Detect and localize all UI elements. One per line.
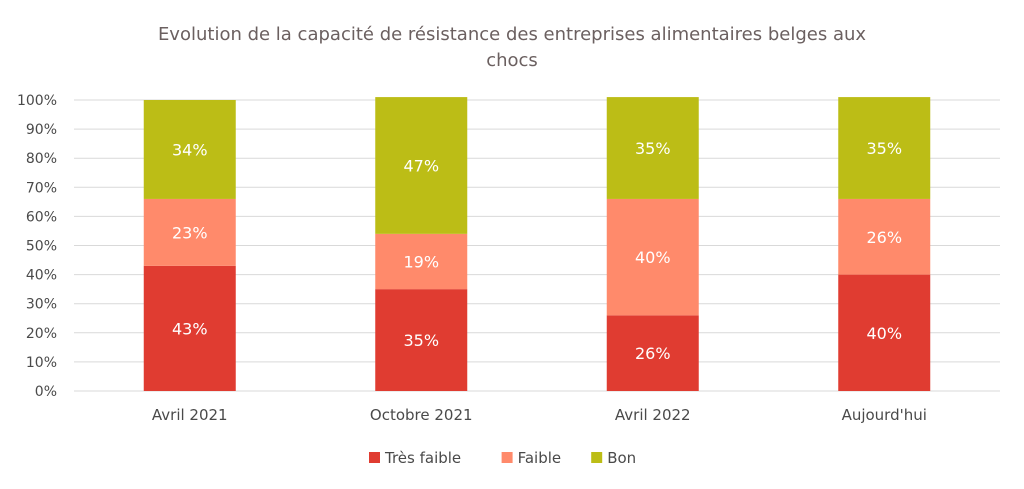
legend-label: Faible bbox=[518, 449, 562, 467]
data-labels: 43% 23% 34% 35% 19% 47% 26% 40% 35% 40% 26% 35% bbox=[172, 139, 902, 363]
y-tick-label: 100% bbox=[17, 93, 57, 109]
data-label: 35% bbox=[866, 139, 902, 158]
y-tick-label: 90% bbox=[26, 122, 57, 138]
data-label: 40% bbox=[866, 324, 902, 343]
bar-segment bbox=[375, 289, 468, 391]
bar-segment bbox=[606, 315, 699, 391]
bar-segment bbox=[375, 97, 468, 234]
bar-segment bbox=[606, 198, 699, 316]
legend-label: Bon bbox=[607, 449, 636, 467]
bar-segment bbox=[838, 198, 931, 275]
x-category-label: Avril 2021 bbox=[152, 406, 228, 424]
legend-swatch bbox=[501, 452, 513, 463]
data-label: 19% bbox=[403, 253, 439, 272]
y-tick-label: 50% bbox=[26, 239, 57, 255]
data-label: 26% bbox=[635, 344, 671, 363]
x-category-label: Aujourd'hui bbox=[842, 406, 927, 424]
data-label: 34% bbox=[172, 140, 208, 159]
x-category-label: Avril 2022 bbox=[615, 406, 691, 424]
legend: Très faible Faible Bon bbox=[369, 449, 636, 467]
data-label: 47% bbox=[403, 156, 439, 175]
data-label: 43% bbox=[172, 319, 208, 338]
y-tick-label: 60% bbox=[26, 209, 57, 225]
bar-segment bbox=[838, 97, 931, 199]
bar-segment bbox=[143, 100, 236, 199]
y-tick-label: 70% bbox=[26, 180, 57, 196]
bars bbox=[143, 97, 931, 391]
legend-label: Très faible bbox=[384, 449, 461, 467]
data-label: 35% bbox=[635, 139, 671, 158]
bar-segment bbox=[606, 97, 699, 199]
y-tick-label: 0% bbox=[35, 384, 57, 400]
y-tick-label: 20% bbox=[26, 326, 57, 342]
chart-title-line1: Evolution de la capacité de résistance d… bbox=[158, 24, 866, 45]
y-tick-label: 10% bbox=[26, 355, 57, 371]
chart-title-line2: chocs bbox=[486, 50, 538, 71]
bar-segment bbox=[838, 274, 931, 391]
data-label: 35% bbox=[403, 331, 439, 350]
data-label: 26% bbox=[866, 228, 902, 247]
data-label: 40% bbox=[635, 248, 671, 267]
bar-segment bbox=[143, 198, 236, 266]
bar-segment bbox=[375, 233, 468, 290]
bar-segment bbox=[143, 265, 236, 391]
y-axis-ticks: 0% 10% 20% 30% 40% 50% 60% 70% 80% 90% 100% bbox=[17, 93, 57, 400]
x-axis-categories: Avril 2021 Octobre 2021 Avril 2022 Aujourd'… bbox=[152, 406, 927, 424]
x-category-label: Octobre 2021 bbox=[370, 406, 473, 424]
y-tick-label: 40% bbox=[26, 268, 57, 284]
legend-swatch bbox=[591, 452, 603, 463]
data-label: 23% bbox=[172, 223, 208, 242]
y-tick-label: 30% bbox=[26, 297, 57, 313]
y-tick-label: 80% bbox=[26, 151, 57, 167]
legend-swatch bbox=[369, 452, 380, 463]
